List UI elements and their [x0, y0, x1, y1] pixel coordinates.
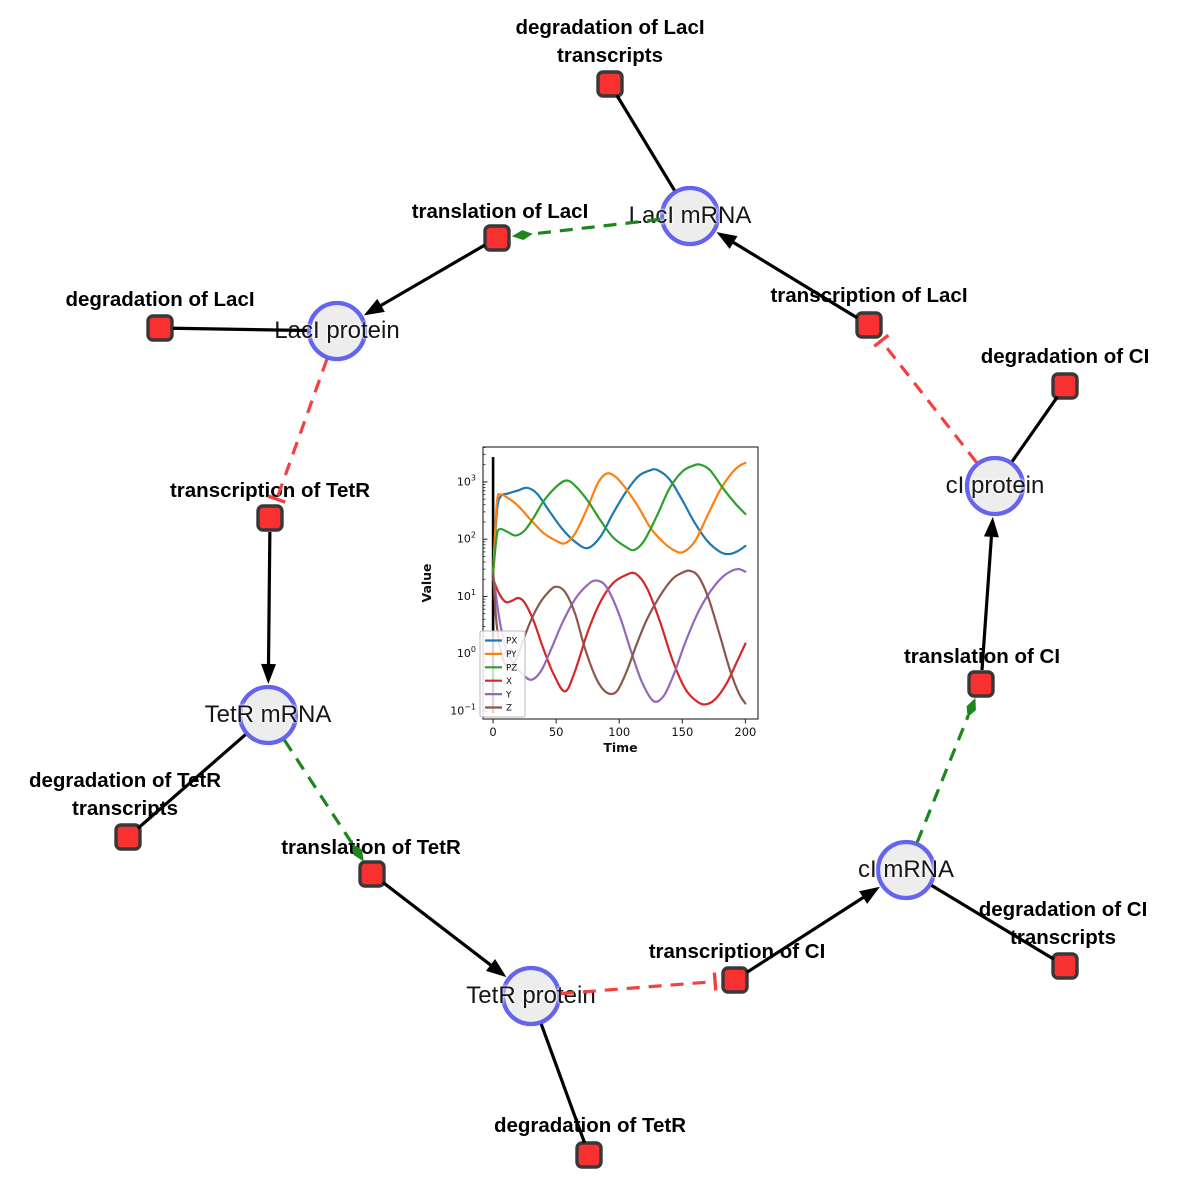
x-tick-label: 200	[734, 725, 756, 739]
series-line-X	[491, 571, 747, 706]
reaction-label-transcription-of-ci: transcription of CI	[648, 940, 826, 963]
x-tick-label: 100	[608, 725, 630, 739]
chart-series-group	[491, 461, 747, 706]
y-axis-title: Value	[420, 563, 434, 602]
reaction-node-degradation-of-ci-transcripts	[1051, 952, 1079, 980]
reaction-node-transcription-of-ci	[721, 966, 749, 994]
y-tick-label: 101	[457, 588, 476, 603]
series-line-Z	[491, 569, 747, 705]
reaction-node-degradation-of-laci	[146, 314, 174, 342]
species-node-laci-protein	[306, 300, 368, 362]
reaction-node-degradation-of-tetr	[575, 1141, 603, 1169]
reaction-node-translation-of-tetr	[358, 860, 386, 888]
reaction-node-degradation-of-tetr-transcripts	[114, 823, 142, 851]
reaction-label-degradation-of-ci-transcripts-line2: transcripts	[1010, 925, 1116, 949]
series-line-PY	[491, 461, 747, 575]
species-label-ci-mrna: cI mRNA	[858, 856, 954, 883]
species-node-tetr-protein	[500, 965, 562, 1027]
legend-entry-Z: Z	[506, 704, 512, 714]
species-label-laci-mrna: LacI mRNA	[628, 202, 752, 229]
chart-legend: PX PY PZ XYZ	[479, 630, 526, 718]
x-tick-label: 50	[549, 725, 564, 739]
reaction-label-transcription-of-laci: transcription of LacI	[770, 284, 968, 307]
legend-entry-X: X	[506, 677, 512, 687]
reaction-label-degradation-of-laci-transcripts-line1: degradation of LacI	[515, 16, 705, 39]
reaction-node-translation-of-laci	[483, 224, 511, 252]
chart-frame	[482, 446, 759, 720]
reaction-label-degradation-of-ci: degradation of CI	[980, 345, 1150, 368]
x-axis-title: Time	[603, 740, 637, 755]
reaction-label-transcription-of-tetr: transcription of TetR	[169, 479, 371, 502]
reaction-label-translation-of-laci: translation of LacI	[411, 200, 589, 223]
species-node-ci-mrna	[875, 839, 937, 901]
reaction-label-translation-of-ci: translation of CI	[903, 645, 1061, 668]
series-line-PZ	[491, 463, 747, 575]
species-label-laci-protein: LacI protein	[274, 317, 400, 344]
series-line-Y	[491, 567, 747, 703]
species-label-tetr-mrna: TetR mRNA	[204, 701, 332, 728]
reaction-label-degradation-of-laci: degradation of LacI	[65, 288, 255, 311]
reaction-node-transcription-of-tetr	[256, 504, 284, 532]
species-node-laci-mrna	[659, 185, 721, 247]
reaction-label-degradation-of-tetr-transcripts-line2: transcripts	[72, 796, 178, 820]
legend-entry-Y: Y	[505, 690, 512, 700]
reaction-label-degradation-of-laci-transcripts-line2: transcripts	[557, 43, 663, 67]
legend-entry-PX: PX	[506, 637, 517, 647]
y-tick-label: 100	[457, 645, 476, 660]
reaction-label-degradation-of-tetr-transcripts-line1: degradation of TetR	[28, 769, 222, 792]
y-tick-label: 103	[457, 473, 476, 488]
species-node-ci-protein	[964, 455, 1026, 517]
species-node-tetr-mrna	[237, 684, 299, 746]
x-tick-label: 0	[489, 725, 496, 739]
x-tick-label: 150	[671, 725, 693, 739]
species-label-tetr-protein: TetR protein	[466, 982, 596, 1009]
series-line-PX	[491, 468, 747, 575]
reaction-node-transcription-of-laci	[855, 311, 883, 339]
legend-entry-PZ: PZ	[506, 664, 517, 674]
reaction-label-degradation-of-ci-transcripts-line1: degradation of CI	[978, 898, 1148, 921]
species-label-ci-protein: cI protein	[945, 472, 1045, 499]
y-tick-label: 10−1	[450, 702, 476, 717]
reaction-label-translation-of-tetr: translation of TetR	[281, 836, 461, 859]
reaction-node-degradation-of-ci	[1051, 372, 1079, 400]
reaction-label-degradation-of-tetr: degradation of TetR	[493, 1114, 687, 1137]
y-tick-label: 102	[457, 531, 476, 546]
legend-entry-PY: PY	[506, 650, 517, 660]
reaction-node-translation-of-ci	[967, 670, 995, 698]
reaction-node-degradation-of-laci-transcripts	[596, 70, 624, 98]
